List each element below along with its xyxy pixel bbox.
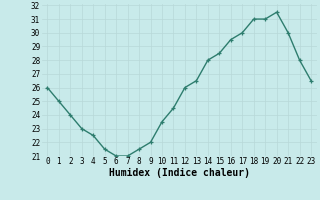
X-axis label: Humidex (Indice chaleur): Humidex (Indice chaleur) xyxy=(109,168,250,178)
